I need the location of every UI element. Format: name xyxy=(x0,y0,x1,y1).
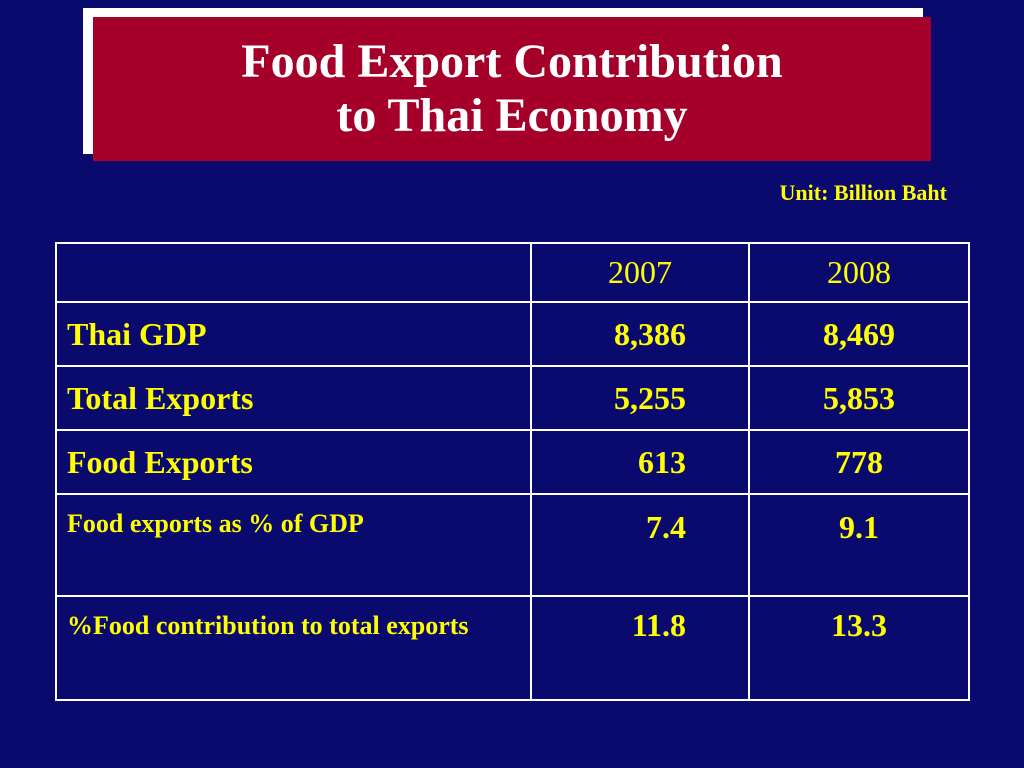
row-label-total-exports: Total Exports xyxy=(55,365,532,431)
cell-food-exports-2008: 778 xyxy=(748,429,970,495)
cell-food-pct-gdp-2007: 7.4 xyxy=(530,493,750,597)
title-box: Food Export Contribution to Thai Economy xyxy=(93,17,931,161)
table-header-row: 2007 2008 xyxy=(55,242,970,303)
unit-label: Unit: Billion Baht xyxy=(779,180,947,205)
slide-title-line-1: Food Export Contribution xyxy=(241,35,783,88)
cell-total-exports-2007: 5,255 xyxy=(530,365,750,431)
cell-thai-gdp-2007: 8,386 xyxy=(530,301,750,367)
header-cell-2008: 2008 xyxy=(748,242,970,303)
row-label-food-pct-gdp: Food exports as % of GDP xyxy=(55,493,532,597)
header-cell-2007: 2007 xyxy=(530,242,750,303)
cell-food-pct-gdp-2008: 9.1 xyxy=(748,493,970,597)
table-row: Total Exports 5,255 5,853 xyxy=(55,365,970,431)
cell-food-contribution-2008: 13.3 xyxy=(748,595,970,701)
table-row: Food Exports 613 778 xyxy=(55,429,970,495)
data-table: 2007 2008 Thai GDP 8,386 8,469 Total Exp… xyxy=(55,242,970,701)
cell-total-exports-2008: 5,853 xyxy=(748,365,970,431)
row-label-thai-gdp: Thai GDP xyxy=(55,301,532,367)
row-label-food-contribution: %Food contribution to total exports xyxy=(55,595,532,701)
cell-food-exports-2007: 613 xyxy=(530,429,750,495)
slide-title-line-2: to Thai Economy xyxy=(336,89,688,142)
table-row: Thai GDP 8,386 8,469 xyxy=(55,301,970,367)
header-cell-empty xyxy=(55,242,532,303)
table-row: Food exports as % of GDP 7.4 9.1 xyxy=(55,493,970,597)
row-label-food-exports: Food Exports xyxy=(55,429,532,495)
cell-thai-gdp-2008: 8,469 xyxy=(748,301,970,367)
cell-food-contribution-2007: 11.8 xyxy=(530,595,750,701)
table-row: %Food contribution to total exports 11.8… xyxy=(55,595,970,701)
